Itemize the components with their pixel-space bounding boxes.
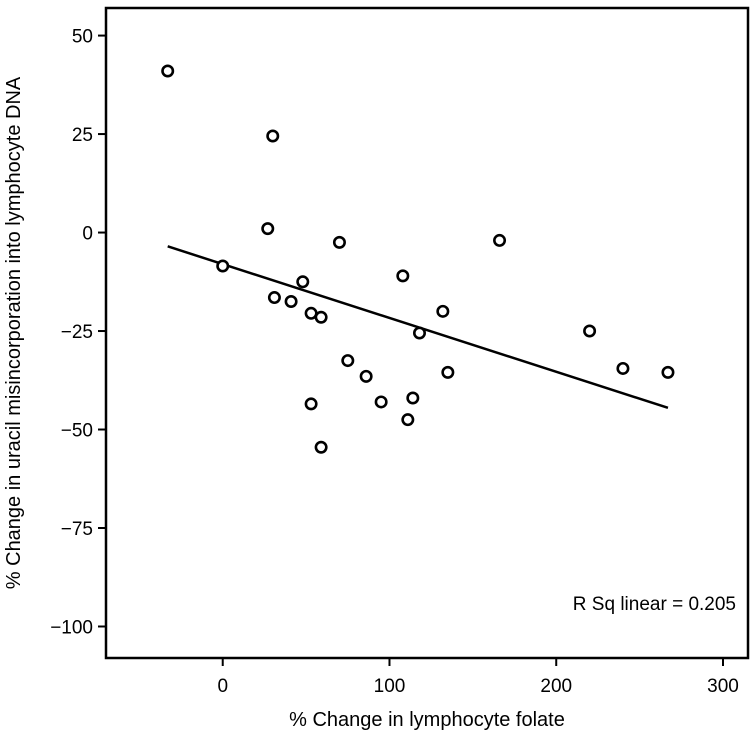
data-point bbox=[616, 361, 630, 375]
data-point bbox=[332, 235, 346, 249]
data-point bbox=[436, 304, 450, 318]
data-point bbox=[583, 324, 597, 338]
data-point bbox=[341, 354, 355, 368]
plot-frame bbox=[104, 6, 750, 660]
data-point bbox=[296, 275, 310, 289]
data-point bbox=[396, 269, 410, 283]
data-point bbox=[359, 369, 373, 383]
data-point bbox=[216, 259, 230, 273]
y-tick-label: 25 bbox=[72, 125, 93, 146]
y-tick-label: 50 bbox=[72, 27, 93, 48]
data-point bbox=[266, 129, 280, 143]
r-squared-annotation: R Sq linear = 0.205 bbox=[573, 594, 736, 615]
y-axis: 50 25 0 −25 −50 −75 −100 bbox=[50, 27, 106, 638]
x-axis-title: % Change in lymphocyte folate bbox=[289, 709, 565, 731]
x-tick-label: 300 bbox=[707, 676, 739, 697]
x-tick-label: 0 bbox=[217, 676, 228, 697]
data-point bbox=[374, 395, 388, 409]
data-point bbox=[284, 294, 298, 308]
data-point bbox=[267, 291, 281, 305]
data-point bbox=[441, 365, 455, 379]
data-point bbox=[304, 397, 318, 411]
y-tick-label: −50 bbox=[61, 421, 93, 442]
data-points bbox=[161, 64, 675, 454]
data-point bbox=[261, 222, 275, 236]
data-point bbox=[412, 326, 426, 340]
y-tick-label: 0 bbox=[82, 224, 93, 245]
data-point bbox=[493, 233, 507, 247]
x-tick-label: 200 bbox=[540, 676, 572, 697]
data-point bbox=[406, 391, 420, 405]
data-point bbox=[314, 310, 328, 324]
x-tick-label: 100 bbox=[374, 676, 406, 697]
data-point bbox=[161, 64, 175, 78]
y-tick-label: −75 bbox=[61, 519, 93, 540]
y-tick-label: −100 bbox=[50, 617, 93, 638]
data-point bbox=[401, 413, 415, 427]
y-axis-title: % Change in uracil misincorporation into… bbox=[3, 76, 25, 589]
x-axis: 0 100 200 300 bbox=[217, 658, 739, 697]
data-point bbox=[661, 365, 675, 379]
y-tick-label: −25 bbox=[61, 322, 93, 343]
data-point bbox=[314, 440, 328, 454]
